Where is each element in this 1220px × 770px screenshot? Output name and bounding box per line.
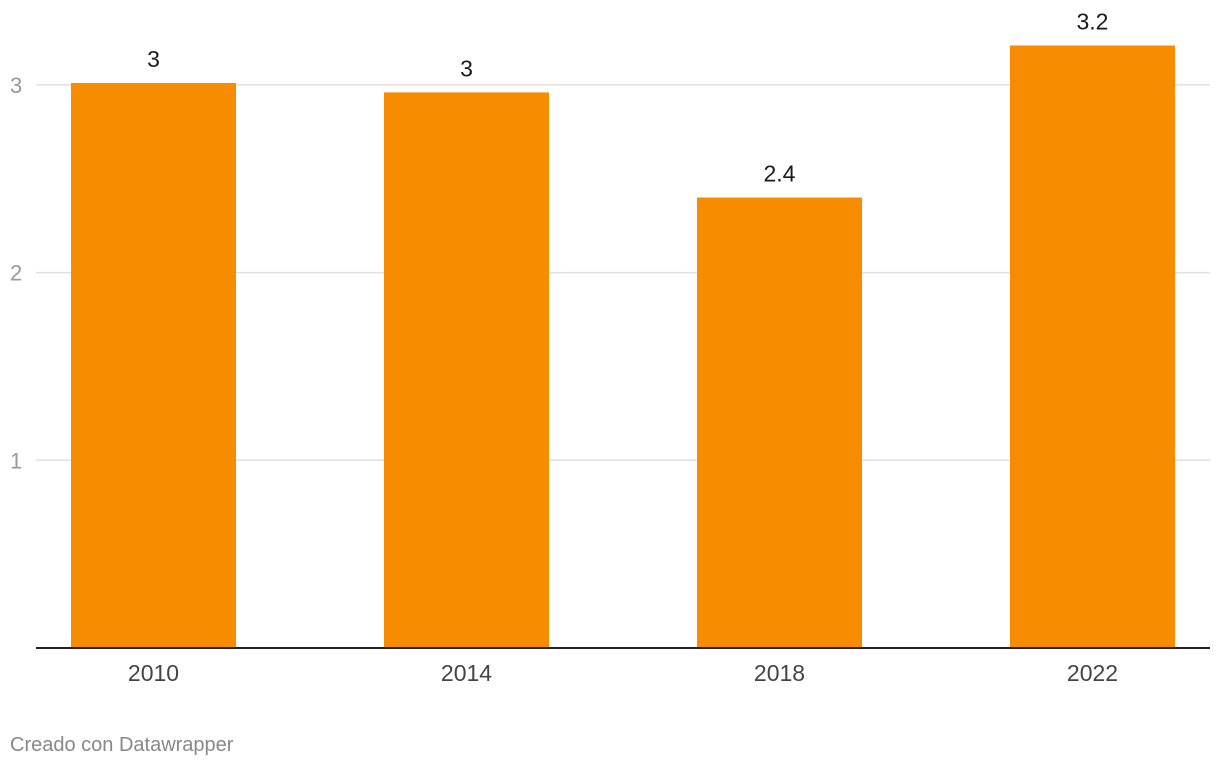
x-tick-label-2018: 2018 [754,660,805,686]
data-labels: 3 3 2.4 3.2 [147,8,1108,186]
bar-2010 [71,83,236,648]
data-label-2014: 3 [460,55,473,81]
bars [71,45,1175,648]
x-tick-label-2014: 2014 [441,660,492,686]
footer-credit: Creado con Datawrapper [10,734,234,756]
x-axis: 2010 2014 2018 2022 [36,647,1210,686]
data-label-2022: 3.2 [1077,8,1109,34]
x-tick-label-2022: 2022 [1067,660,1118,686]
bar-2018 [697,197,862,648]
bar-2014 [384,92,549,648]
y-tick-label: 1 [10,448,22,473]
bar-2022 [1010,45,1175,648]
data-label-2018: 2.4 [764,161,796,187]
data-label-2010: 3 [147,46,160,72]
y-tick-label: 3 [10,73,22,98]
x-tick-label-2010: 2010 [128,660,179,686]
y-tick-label: 2 [10,261,22,286]
